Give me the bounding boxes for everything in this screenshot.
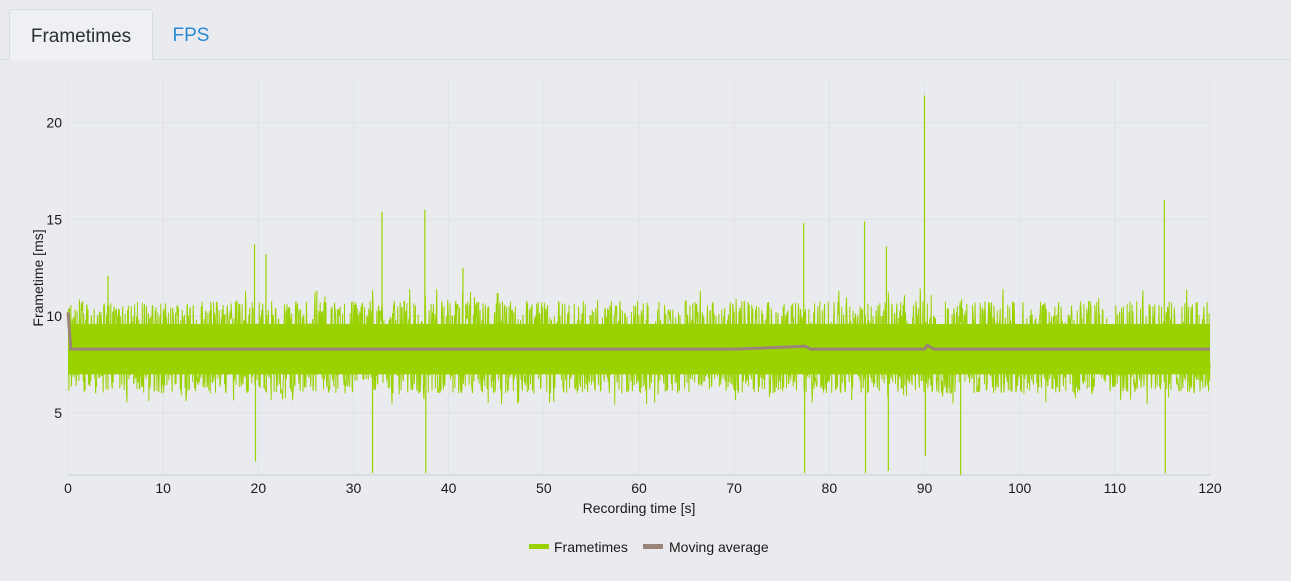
x-tick-label: 0 — [64, 480, 72, 496]
x-tick-label: 60 — [631, 480, 647, 496]
y-tick-label: 5 — [54, 405, 62, 421]
y-tick-label: 20 — [46, 115, 62, 131]
tab-frametimes[interactable]: Frametimes — [9, 9, 153, 60]
x-tick-label: 100 — [1008, 480, 1032, 496]
frametime-chart: 0 10 20 30 40 50 60 70 80 90 100 110 120 5 10 15 20 Rec… — [30, 80, 1222, 555]
moving-average-line — [66, 312, 1210, 351]
x-tick-label: 70 — [726, 480, 742, 496]
x-tick-label: 120 — [1198, 480, 1222, 496]
x-axis-ticks: 0 10 20 30 40 50 60 70 80 90 100 110 120 — [64, 480, 1222, 496]
frametimes-line — [67, 288, 1211, 405]
chart-legend: Frametimes Moving average — [529, 539, 769, 555]
y-tick-label: 10 — [46, 308, 62, 324]
tab-bar: Frametimes FPS — [0, 0, 1291, 60]
legend-moving-average-label[interactable]: Moving average — [669, 539, 769, 555]
legend-frametimes-label[interactable]: Frametimes — [554, 539, 628, 555]
moving-average-series — [66, 312, 1210, 351]
x-tick-label: 40 — [441, 480, 457, 496]
x-tick-label: 20 — [251, 480, 267, 496]
x-tick-label: 90 — [917, 480, 933, 496]
legend-frametimes-swatch — [529, 544, 549, 549]
y-axis-title: Frametime [ms] — [30, 229, 46, 326]
chart-grid — [67, 80, 1211, 476]
x-tick-label: 30 — [346, 480, 362, 496]
x-axis-title: Recording time [s] — [583, 500, 696, 516]
x-tick-label: 110 — [1104, 480, 1127, 496]
x-tick-label: 10 — [155, 480, 171, 496]
y-axis-ticks: 5 10 15 20 — [46, 115, 62, 421]
x-tick-label: 50 — [536, 480, 552, 496]
tab-fps[interactable]: FPS — [172, 25, 210, 46]
legend-moving-average-swatch — [643, 544, 663, 549]
x-tick-label: 80 — [822, 480, 838, 496]
y-tick-label: 15 — [46, 211, 62, 227]
frametimes-spikes — [68, 95, 1166, 475]
